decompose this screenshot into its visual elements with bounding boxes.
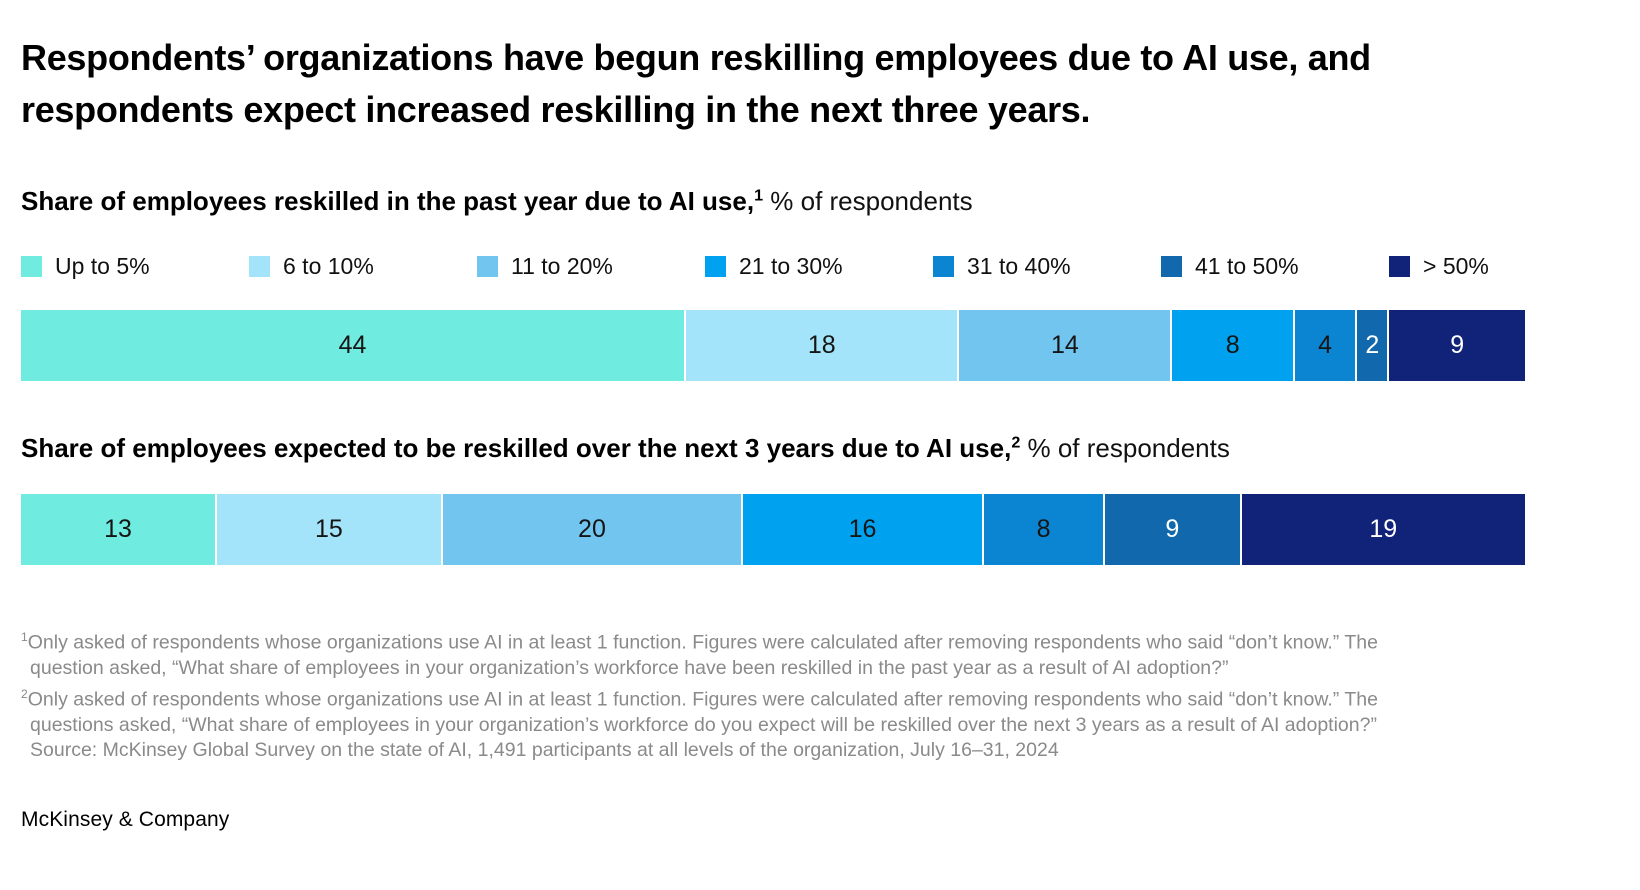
chart1-subtitle: Share of employees reskilled in the past… [21, 186, 1620, 217]
footnote-1-line-2: question asked, “What share of employees… [30, 657, 1229, 680]
bar-segment: 8 [1172, 309, 1293, 381]
footnotes: 1Only asked of respondents whose organiz… [21, 625, 1620, 764]
bar-segment: 2 [1357, 309, 1388, 381]
bar-segment-value: 15 [314, 515, 343, 544]
bar-segment-value: 9 [1165, 515, 1180, 544]
bar-segment: 15 [216, 494, 441, 566]
legend-item-label: 41 to 50% [1195, 252, 1299, 279]
bar-reskilled-past-year: 44 18 14 8 4 2 9 [21, 309, 1525, 381]
bar-segment: 9 [1105, 494, 1240, 566]
bar-segment-value: 8 [1036, 515, 1051, 544]
legend-item-label: 6 to 10% [283, 252, 374, 279]
legend-item: 6 to 10% [249, 253, 477, 280]
footnote-1-text: Only asked of respondents whose organiza… [27, 631, 1378, 654]
legend-swatch-icon [933, 255, 954, 277]
legend-swatch-icon [1389, 255, 1410, 277]
bar-segment-value: 2 [1365, 330, 1380, 359]
chart2-subtitle-text: Share of employees expected to be reskil… [21, 432, 1012, 463]
source-line: Source: McKinsey Global Survey on the st… [30, 739, 1059, 762]
bar-segment: 20 [442, 494, 742, 566]
footnote-1-marker: 1 [21, 630, 28, 645]
bar-segment-value: 44 [338, 330, 367, 359]
chart2-subtitle: Share of employees expected to be reskil… [21, 433, 1620, 464]
legend-swatch-icon [249, 255, 270, 277]
bar-segment-value: 19 [1369, 515, 1398, 544]
legend-item: 41 to 50% [1161, 253, 1389, 280]
legend-swatch-icon [705, 255, 726, 277]
footnote-2-line-2: questions asked, “What share of employee… [30, 713, 1377, 736]
legend-item: Up to 5% [21, 253, 249, 280]
legend-item-label: 21 to 30% [739, 252, 843, 279]
chart1-subtitle-footnote-marker: 1 [754, 186, 764, 204]
footnote-1-line-1: 1Only asked of respondents whose organiz… [21, 625, 1620, 656]
bar-segment-value: 14 [1050, 330, 1079, 359]
bar-segment-value: 4 [1318, 330, 1333, 359]
bar-segment: 14 [959, 309, 1171, 381]
legend-item: 11 to 20% [477, 253, 705, 280]
legend-item-label: 11 to 20% [511, 252, 613, 279]
bar-segment-value: 9 [1450, 330, 1465, 359]
bar-segment-value: 13 [104, 515, 132, 544]
legend-item: 21 to 30% [705, 253, 933, 280]
legend-item-label: Up to 5% [55, 252, 150, 279]
bar-segment-value: 8 [1225, 330, 1240, 359]
legend-swatch-icon [477, 255, 498, 277]
bar-segment-value: 16 [848, 515, 877, 544]
page-title: Respondents’ organizations have begun re… [21, 37, 1371, 130]
bar-segment-value: 20 [578, 515, 606, 544]
bar-segment: 13 [21, 494, 215, 566]
legend-item: > 50% [1389, 253, 1489, 280]
footnote-2-text: Only asked of respondents whose organiza… [27, 688, 1378, 711]
chart2-subtitle-footnote-marker: 2 [1011, 433, 1021, 452]
legend-swatch-icon [21, 255, 42, 277]
legend-item-label: 31 to 40% [967, 252, 1071, 279]
bar-segment-value: 18 [807, 330, 836, 359]
chart1-subtitle-text: Share of employees reskilled in the past… [21, 185, 755, 216]
bar-segment: 44 [21, 309, 685, 381]
footnote-2-line-1: 2Only asked of respondents whose organiz… [21, 682, 1620, 713]
bar-reskilled-next-3-years: 13 15 20 16 8 9 19 [21, 494, 1525, 566]
bar-segment: 8 [983, 494, 1104, 566]
bar-segment: 4 [1294, 309, 1356, 381]
bar-segment: 19 [1241, 494, 1525, 566]
legend: Up to 5% 6 to 10% 11 to 20% 21 to 30% 31 to … [21, 253, 1525, 280]
bar-segment: 16 [743, 494, 982, 566]
legend-swatch-icon [1161, 255, 1182, 277]
legend-item: 31 to 40% [933, 253, 1161, 280]
brand-footer: McKinsey & Company [21, 807, 230, 831]
chart2-subtitle-unit: % of respondents [1020, 432, 1230, 463]
legend-item-label: > 50% [1423, 252, 1489, 279]
footnote-2-marker: 2 [21, 686, 28, 701]
bar-segment: 18 [686, 309, 958, 381]
bar-segment: 9 [1389, 309, 1525, 381]
chart1-subtitle-unit: % of respondents [763, 185, 973, 216]
